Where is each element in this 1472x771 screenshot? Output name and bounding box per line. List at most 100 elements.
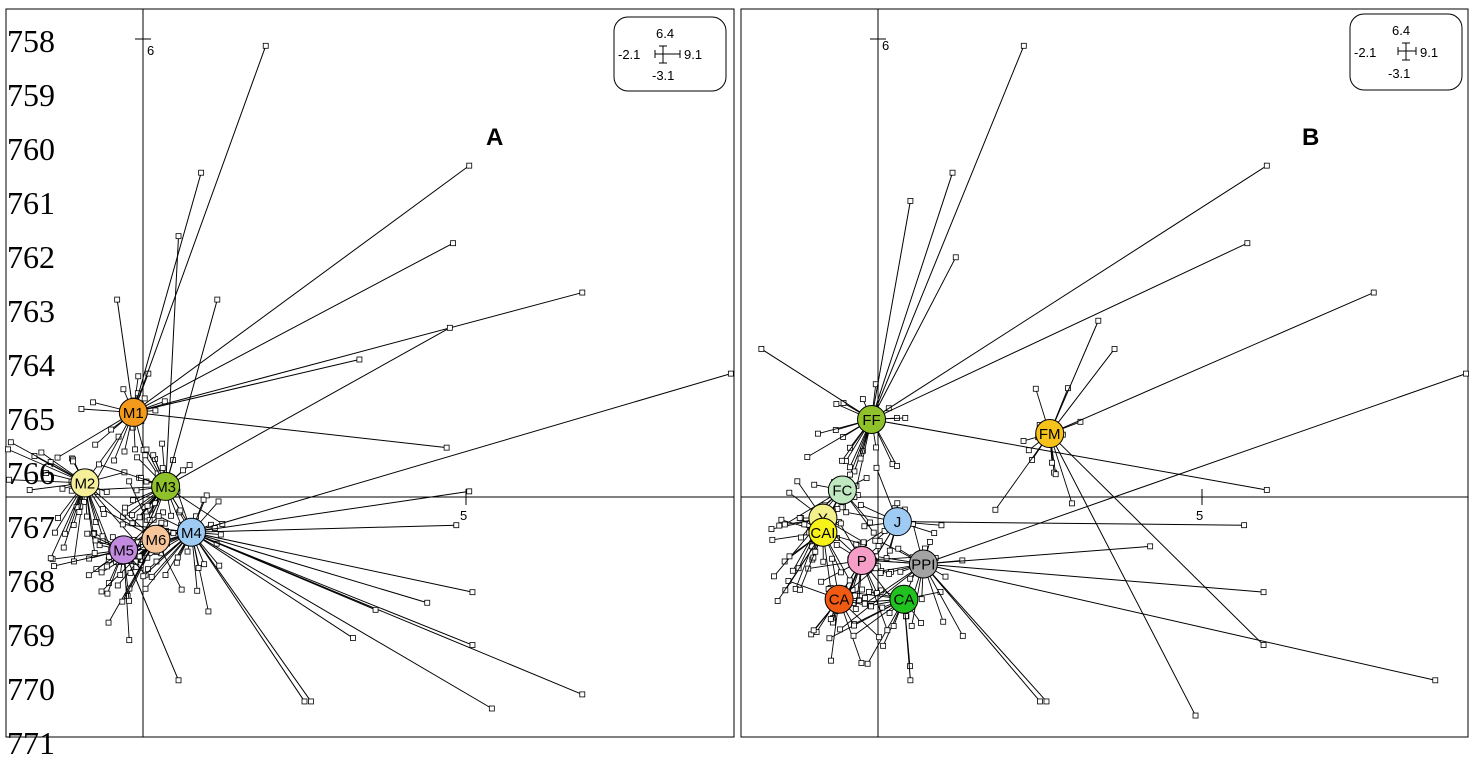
centroid-label: J: [894, 514, 902, 531]
data-point: [886, 610, 893, 616]
connector-line: [191, 531, 312, 702]
data-point: [815, 430, 821, 437]
centroid-marker: [151, 471, 181, 501]
connector-line: [165, 299, 218, 487]
scale-cross-icon: [1397, 42, 1417, 61]
line-number: 766: [7, 455, 55, 491]
centroid-marker: [176, 517, 206, 547]
data-point: [907, 197, 914, 204]
data-point: [758, 346, 765, 352]
panel-b-axes: [741, 9, 1468, 737]
data-point: [858, 660, 865, 666]
data-point: [840, 434, 847, 440]
data-point: [851, 622, 857, 629]
centroid-m2: M2: [70, 468, 100, 498]
panel-b-x-tick-label: 5: [1196, 508, 1203, 523]
centroid-fc: FC: [827, 475, 857, 505]
data-point: [907, 575, 914, 582]
data-point: [838, 569, 844, 576]
line-number: 765: [7, 401, 55, 437]
data-point: [886, 547, 893, 554]
connector-line: [1049, 292, 1374, 435]
centroid-marker: [882, 507, 912, 537]
panel-a-points: [5, 42, 734, 712]
connector-line: [133, 292, 583, 413]
centroid-label: M4: [181, 525, 202, 542]
data-point: [778, 516, 785, 523]
data-point: [782, 587, 789, 594]
connector-line: [116, 299, 134, 413]
connector-line: [923, 545, 1151, 565]
centroid-label: M2: [74, 475, 95, 492]
data-point: [132, 446, 139, 453]
data-point: [7, 439, 14, 446]
connector-line: [922, 563, 1047, 702]
data-point: [109, 534, 116, 541]
data-point: [776, 522, 783, 529]
data-point: [160, 509, 166, 516]
data-point: [198, 169, 205, 176]
data-point: [104, 590, 111, 597]
data-point: [90, 530, 97, 537]
data-point: [870, 529, 877, 536]
centroid-label: CAI: [810, 525, 835, 542]
data-point: [155, 513, 162, 520]
connector-line: [191, 524, 457, 533]
connector-line: [57, 412, 134, 458]
data-point: [876, 634, 883, 641]
data-point: [794, 478, 801, 485]
data-point: [214, 296, 221, 303]
data-point: [150, 452, 157, 459]
data-point: [1043, 698, 1050, 705]
data-point: [959, 632, 966, 639]
data-point: [184, 548, 191, 555]
data-point: [833, 401, 840, 407]
data-point: [372, 606, 379, 613]
scale-box-right: 9.1: [1420, 45, 1438, 60]
data-point: [136, 514, 143, 521]
connector-line: [133, 242, 454, 413]
data-point: [180, 467, 186, 474]
panel-a-label: A: [486, 124, 503, 151]
data-point: [122, 504, 128, 511]
data-point: [850, 632, 857, 639]
data-point: [1263, 487, 1270, 493]
data-point: [1020, 438, 1027, 444]
data-point: [62, 530, 68, 537]
centroid-marker: [109, 535, 139, 565]
data-point: [121, 509, 128, 516]
line-number: 763: [7, 293, 55, 329]
data-point: [786, 553, 793, 560]
centroid-label: M3: [155, 479, 176, 496]
data-point: [144, 502, 151, 509]
centroid-label: P: [857, 553, 867, 570]
centroid-ca: CA: [824, 584, 854, 614]
data-point: [820, 558, 827, 565]
data-point: [84, 530, 91, 537]
data-point: [804, 454, 811, 460]
data-point: [98, 588, 105, 595]
data-point: [828, 657, 834, 664]
data-point: [829, 555, 835, 562]
centroid-label: PPI: [911, 556, 935, 573]
data-point: [51, 563, 57, 569]
connector-line: [995, 433, 1051, 511]
data-point: [173, 559, 180, 566]
data-point: [207, 521, 214, 528]
data-point: [148, 573, 155, 580]
data-point: [846, 577, 853, 584]
centroid-label: M5: [113, 542, 134, 559]
data-point: [857, 455, 864, 462]
data-point: [877, 570, 884, 576]
data-point: [908, 623, 915, 629]
data-point: [866, 589, 872, 595]
data-point: [1052, 471, 1059, 478]
panel-b-label: B: [1302, 124, 1319, 151]
data-point: [469, 589, 476, 596]
centroid-m6: M6: [141, 524, 171, 554]
panel-b-points: [758, 42, 1469, 719]
data-point: [875, 543, 882, 549]
connector-line: [191, 531, 305, 702]
connector-line: [1049, 433, 1196, 716]
connector-line: [871, 45, 1025, 420]
